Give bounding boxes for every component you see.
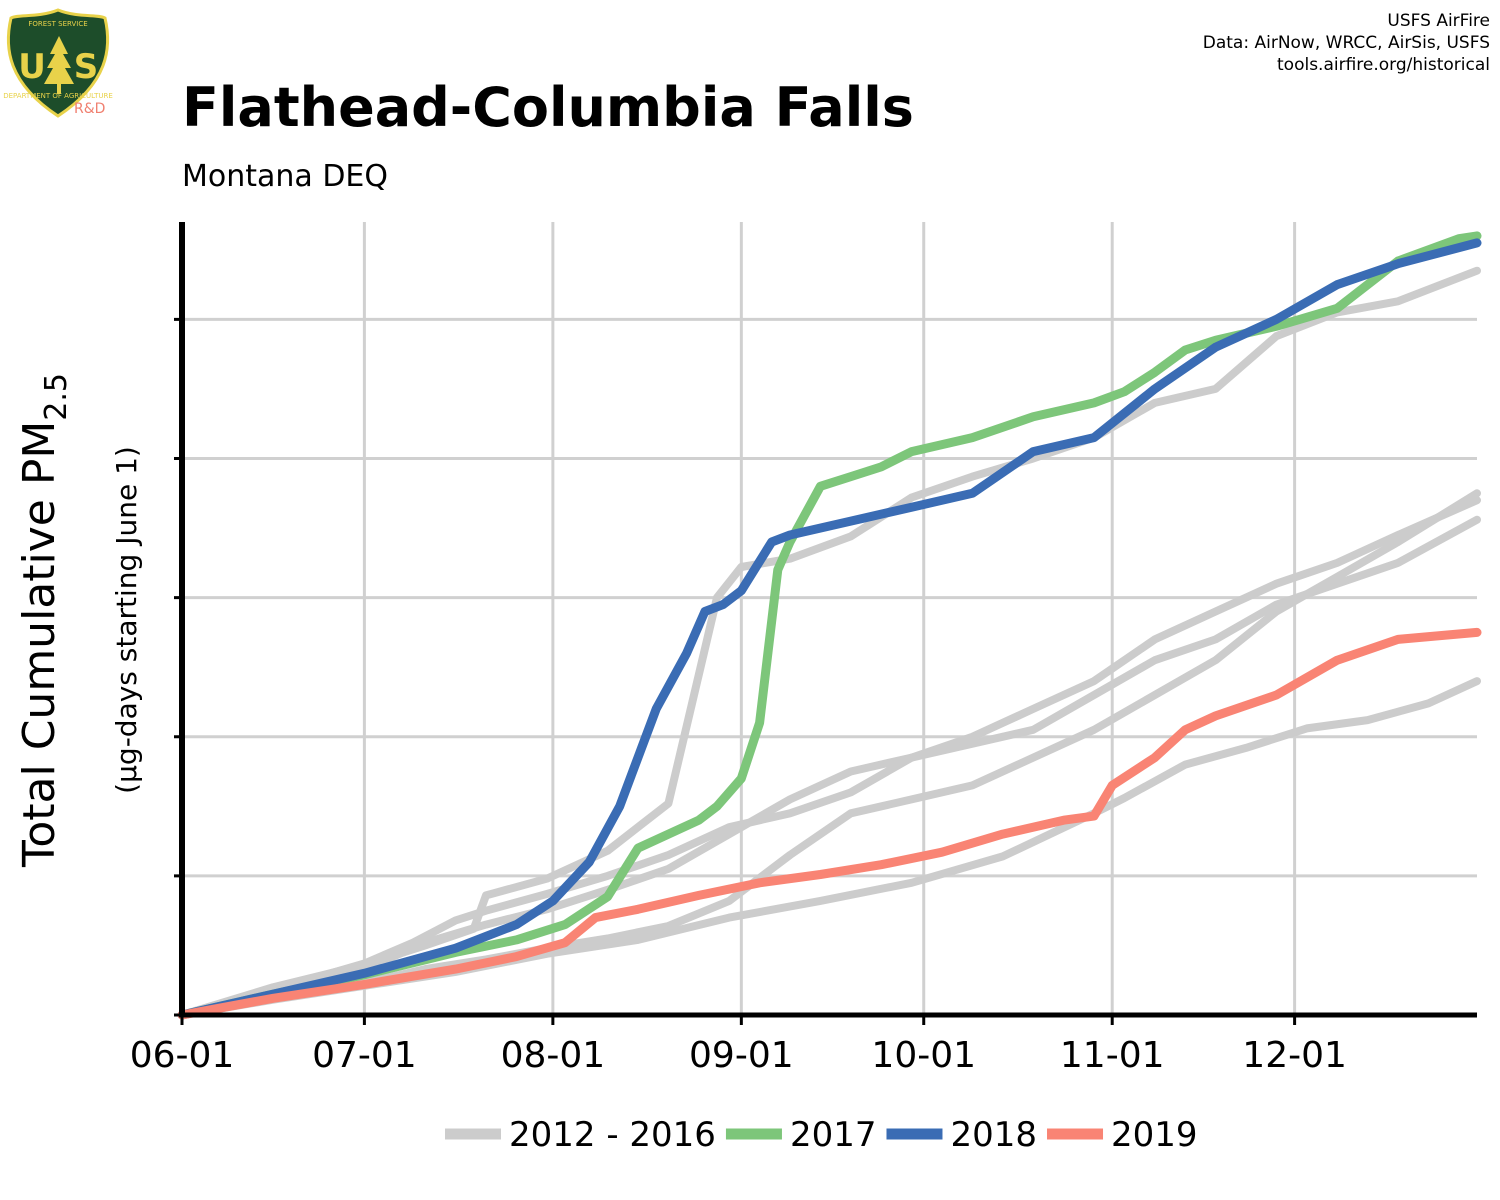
series-line-2018 <box>177 238 1482 1020</box>
legend-label-2: 2018 <box>950 1115 1037 1155</box>
x-tick-label-4: 10-01 <box>871 1035 976 1076</box>
logo-rd-label: R&D <box>74 101 105 117</box>
x-tick-label-6: 12-01 <box>1242 1035 1347 1076</box>
y-axis-sublabel-text: (µg-days starting June 1) <box>110 446 143 794</box>
x-tick-label-1: 07-01 <box>312 1035 417 1076</box>
forest-service-logo: FOREST SERVICE U S DEPARTMENT OF AGRICUL… <box>3 8 113 118</box>
legend-label-1: 2017 <box>790 1115 877 1155</box>
credit-line-1: USFS AirFire <box>1387 11 1490 31</box>
logo-letter-u: U <box>18 47 46 87</box>
x-tick-labels: 06-01 07-01 08-01 09-01 10-01 11-01 12-01 <box>130 1035 1347 1076</box>
y-axis-sublabel: (µg-days starting June 1) <box>110 446 143 794</box>
background-series-line-2 <box>178 515 1481 1019</box>
axes <box>174 222 1477 1025</box>
x-tick-label-2: 08-01 <box>501 1035 606 1076</box>
background-series-line-3 <box>178 489 1481 1019</box>
legend-label-3: 2019 <box>1111 1115 1198 1155</box>
x-tick-label-5: 11-01 <box>1060 1035 1165 1076</box>
chart-subtitle: Montana DEQ <box>182 159 388 194</box>
logo-top-text: FOREST SERVICE <box>28 20 87 28</box>
x-tick-label-0: 06-01 <box>130 1035 235 1076</box>
logo-bottom-text: DEPARTMENT OF AGRICULTURE <box>3 92 113 100</box>
series-line-2019 <box>177 627 1482 1020</box>
credit-line-3: tools.airfire.org/historical <box>1277 55 1490 75</box>
logo-letter-s: S <box>74 47 99 87</box>
legend: 2012 - 2016 2017 2018 2019 <box>445 1115 1198 1155</box>
legend-label-0: 2012 - 2016 <box>509 1115 716 1155</box>
highlighted-series <box>177 231 1482 1020</box>
background-series-line-1 <box>178 266 1481 1019</box>
y-axis-label-subscript: 2.5 <box>39 373 74 421</box>
credit-line-2: Data: AirNow, WRCC, AirSis, USFS <box>1203 33 1490 53</box>
tree-icon <box>44 36 74 94</box>
background-series-line-0 <box>178 496 1481 1019</box>
background-series <box>178 266 1481 1019</box>
chart-title: Flathead-Columbia Falls <box>182 76 914 139</box>
y-axis-label: Total Cumulative PM2.5 <box>14 373 74 868</box>
x-tick-label-3: 09-01 <box>689 1035 794 1076</box>
y-axis-label-main: Total Cumulative PM <box>14 421 65 868</box>
svg-text:Total Cumulative PM2.5: Total Cumulative PM2.5 <box>14 373 74 868</box>
